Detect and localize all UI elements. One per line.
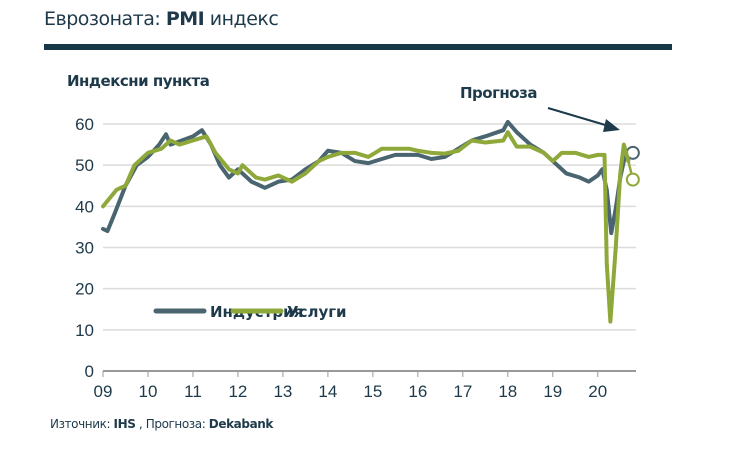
x-tick-label: 11 [184,382,202,401]
series-line-industry [101,119,631,236]
source-name: IHS [113,417,136,431]
x-tick-label: 10 [139,382,158,401]
y-tick-label: 50 [75,156,94,175]
y-tick-label: 40 [75,197,94,216]
y-tick-label: 30 [75,239,94,258]
x-tick-label: 14 [318,382,337,401]
forecast-annotation: Прогноза [460,84,537,102]
forecast-point [625,172,640,187]
chart-title: Еврозоната: PMI индекс [44,8,279,30]
x-tick-label: 18 [498,382,517,401]
y-tick-label: 10 [75,321,94,340]
series-line-services [101,130,631,324]
x-tick-label: 16 [408,382,427,401]
title-rule [44,44,672,50]
source-label: Източник: [50,417,114,431]
x-tick-label: 12 [228,382,247,401]
y-tick-label: 0 [85,362,94,381]
forecast-source-name: Dekabank [208,417,274,431]
x-tick-label: 20 [588,382,607,401]
title-text: Еврозоната: [44,8,166,30]
x-tick-label: 15 [363,382,382,401]
y-axis-label: Индексни пункта [67,72,210,90]
x-tick-label: 19 [543,382,562,401]
arrow-head-icon [603,119,620,132]
source-sep: , Прогноза: [135,417,209,431]
y-tick-label: 20 [75,280,94,299]
x-tick-label: 17 [453,382,472,401]
forecast-arrow [547,107,613,128]
title-rest: индекс [204,8,279,30]
x-tick-label: 09 [94,382,113,401]
legend-label: Услуги [287,303,347,321]
y-tick-label: 60 [75,115,94,134]
source-note: Източник: IHS , Прогноза: Dekabank [50,417,273,431]
x-tick-label: 13 [273,382,292,401]
title-bold: PMI [165,8,205,30]
